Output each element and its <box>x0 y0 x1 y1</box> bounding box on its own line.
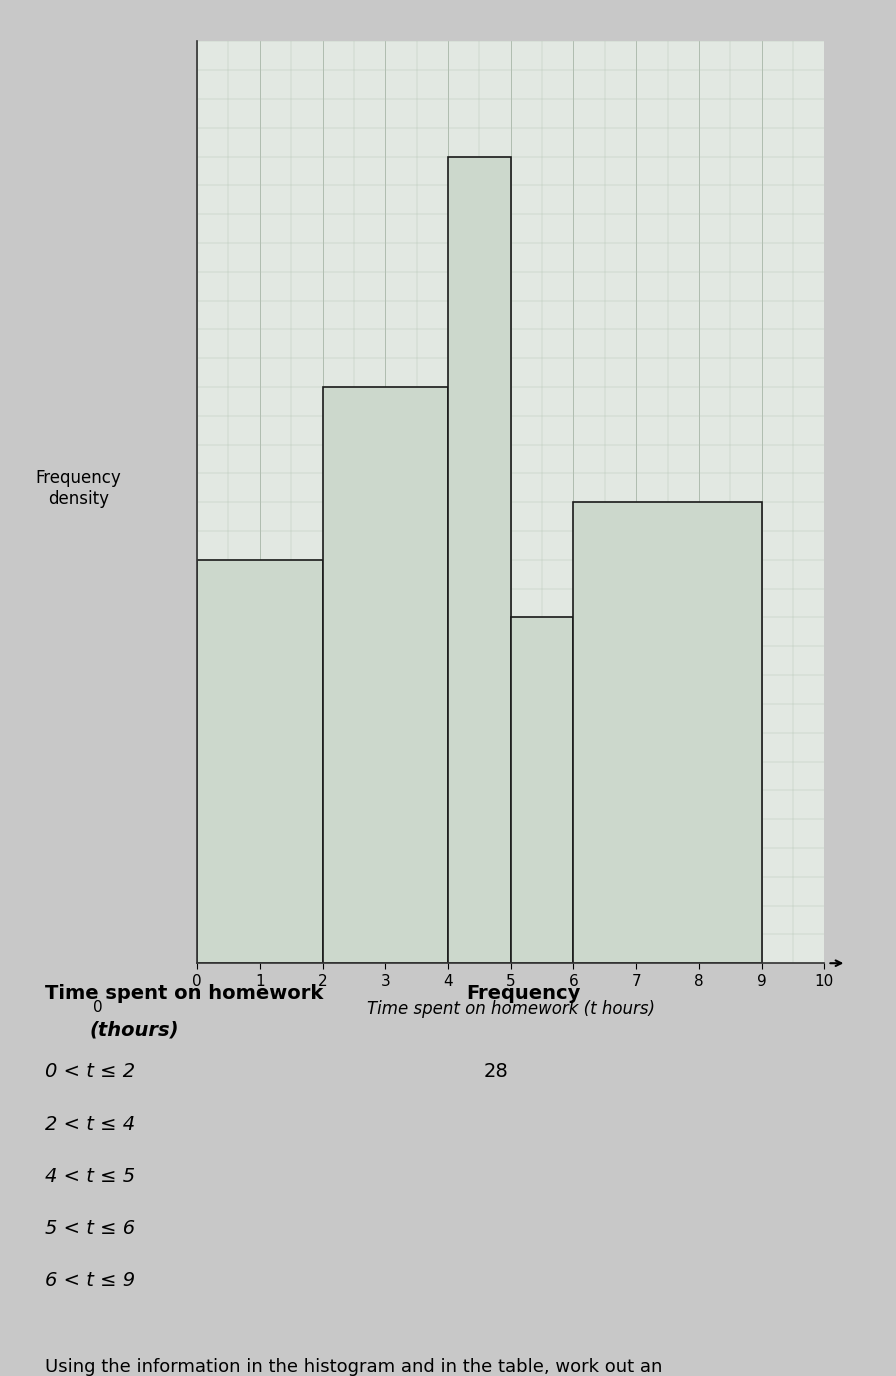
Text: 2 < t ≤ 4: 2 < t ≤ 4 <box>45 1115 135 1134</box>
Bar <box>197 560 323 963</box>
Text: 6 < t ≤ 9: 6 < t ≤ 9 <box>45 1271 135 1291</box>
Bar <box>448 157 511 963</box>
Text: Using the information in the histogram and in the table, work out an
estimate fo: Using the information in the histogram a… <box>45 1358 668 1376</box>
Text: Frequency: Frequency <box>466 984 581 1003</box>
Bar <box>511 618 573 963</box>
X-axis label: Time spent on homework (t hours): Time spent on homework (t hours) <box>366 1000 655 1018</box>
Text: (thours): (thours) <box>90 1021 179 1040</box>
Text: Time spent on homework: Time spent on homework <box>45 984 323 1003</box>
Text: 5 < t ≤ 6: 5 < t ≤ 6 <box>45 1219 135 1238</box>
Bar <box>323 387 448 963</box>
Bar <box>573 502 762 963</box>
Text: 28: 28 <box>484 1062 509 1082</box>
Text: Frequency
density: Frequency density <box>36 469 122 508</box>
Text: 4 < t ≤ 5: 4 < t ≤ 5 <box>45 1167 135 1186</box>
Text: 0: 0 <box>93 1000 103 1015</box>
Text: 0 < t ≤ 2: 0 < t ≤ 2 <box>45 1062 135 1082</box>
